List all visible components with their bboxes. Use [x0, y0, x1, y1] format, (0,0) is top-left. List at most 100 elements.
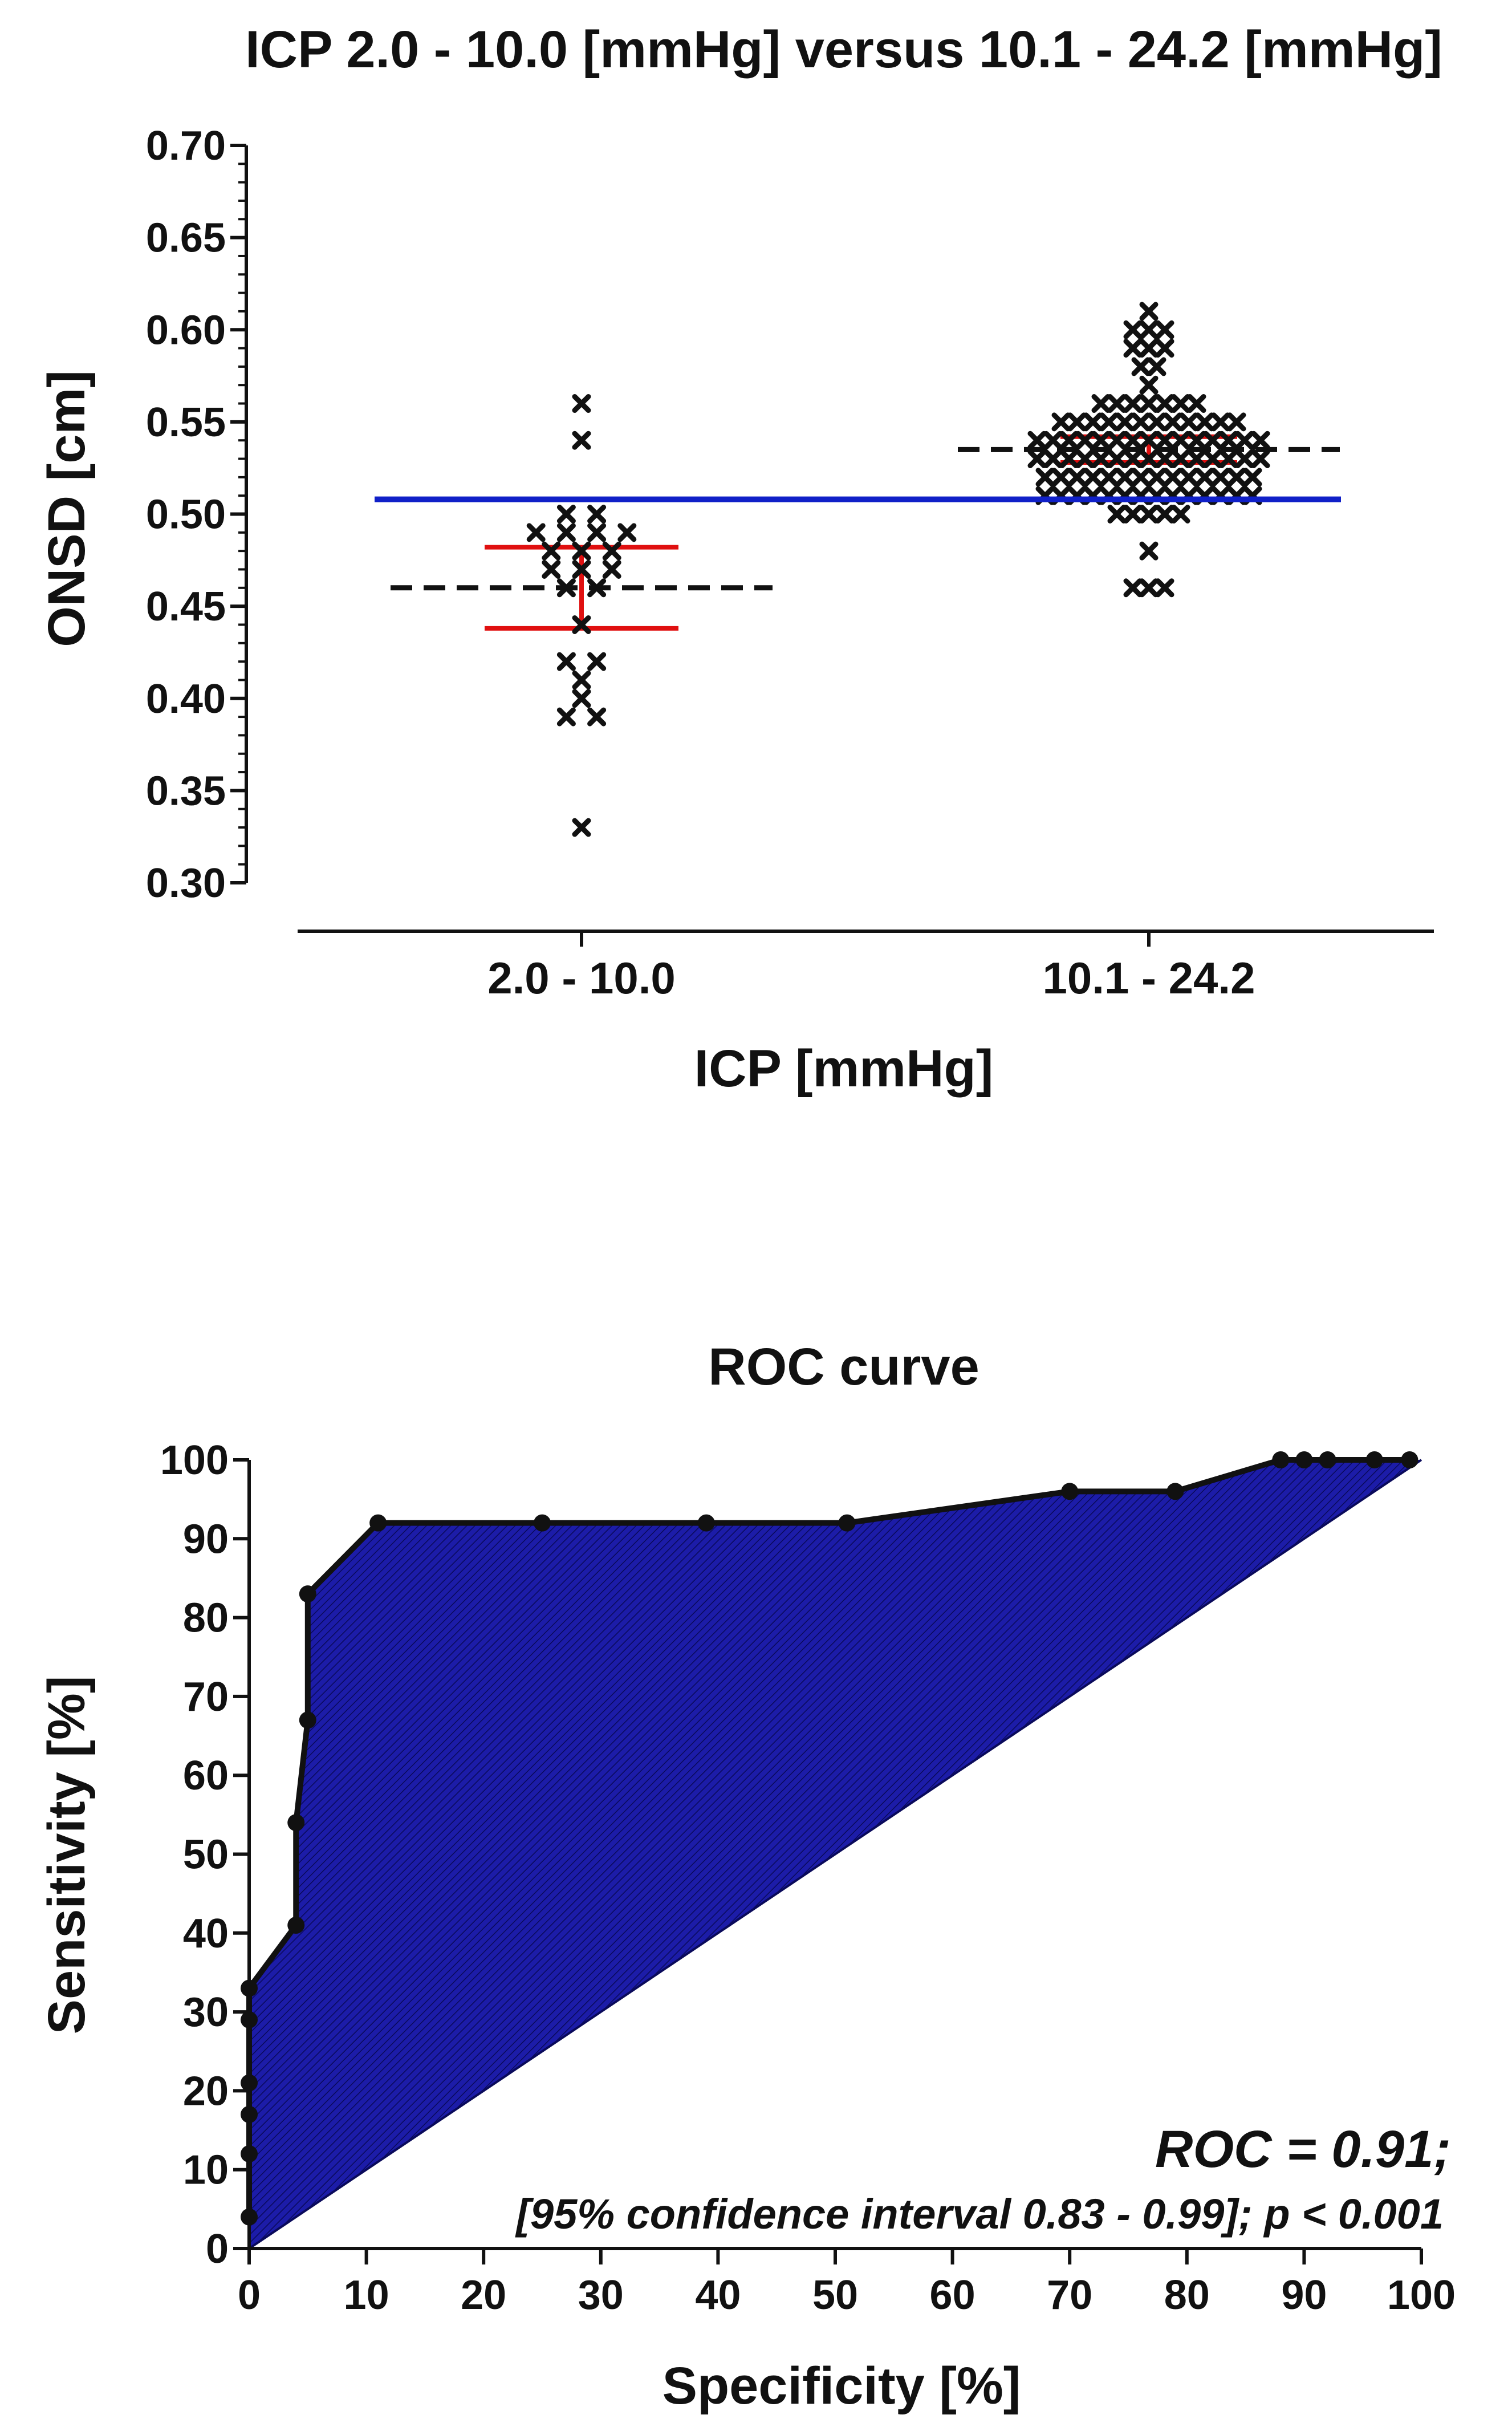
data-point — [1139, 505, 1159, 523]
data-point — [572, 615, 591, 634]
data-point — [1139, 541, 1159, 561]
data-point — [1083, 468, 1103, 487]
roc-point — [1365, 1451, 1383, 1468]
data-point — [1051, 468, 1071, 487]
data-point — [1059, 431, 1079, 450]
data-point — [587, 523, 607, 542]
chart1-y-tick-label: 0.50 — [146, 492, 226, 538]
data-point — [1219, 449, 1238, 469]
chart2-y-axis-label: Sensitivity [%] — [38, 1676, 96, 2035]
data-point — [1123, 505, 1143, 523]
data-point — [1171, 449, 1190, 469]
roc-ci-annotation: [95% confidence interval 0.83 - 0.99]; p… — [515, 2190, 1444, 2238]
data-point — [1107, 394, 1127, 413]
chart1-y-tick-label: 0.60 — [146, 307, 226, 353]
data-point — [1235, 431, 1254, 450]
chart2-y-axis: 0 10 20 30 40 50 60 70 80 90 100 — [160, 1438, 251, 2272]
data-point — [1075, 431, 1095, 450]
roc-point — [1401, 1451, 1418, 1468]
data-point — [1195, 468, 1214, 487]
chart1-category-label: 2.0 - 10.0 — [487, 953, 676, 1003]
data-point — [1139, 578, 1159, 598]
data-point — [602, 559, 621, 579]
data-point — [1107, 431, 1127, 450]
data-point — [1107, 449, 1127, 469]
roc-diagonal — [248, 1459, 1422, 2250]
data-point — [1131, 468, 1151, 487]
chart2-x-tick-label: 70 — [1047, 2272, 1092, 2318]
chart1-y-tick-label: 0.45 — [146, 584, 226, 630]
data-point — [1195, 412, 1214, 432]
data-point — [556, 652, 576, 671]
data-point — [1139, 431, 1159, 450]
roc-point — [1295, 1451, 1313, 1468]
roc-point — [369, 1514, 387, 1532]
data-point — [1123, 320, 1143, 339]
data-point — [1155, 578, 1174, 598]
chart1-y-tick-label: 0.40 — [146, 676, 226, 722]
data-point — [1123, 394, 1143, 413]
data-point — [572, 559, 591, 579]
roc-point — [534, 1514, 551, 1532]
roc-point — [1319, 1451, 1336, 1468]
data-point — [1187, 394, 1206, 413]
data-point — [1187, 431, 1206, 450]
data-point — [1219, 431, 1238, 450]
data-point — [1163, 412, 1182, 432]
chart2-y-tick-label: 70 — [183, 1674, 229, 1720]
data-point — [617, 523, 637, 542]
chart2-x-tick-label: 50 — [812, 2272, 858, 2318]
chart2-x-axis-label: Specificity [%] — [662, 2357, 1021, 2415]
data-point — [1091, 431, 1111, 450]
data-point — [1051, 412, 1071, 432]
data-point — [556, 523, 576, 542]
chart2-x-tick-label: 0 — [238, 2272, 261, 2318]
chart1-y-axis: 0.30 0.35 0.40 0.45 0.50 0.55 0.60 0.65 0.70 — [146, 123, 248, 906]
roc-point — [1272, 1451, 1290, 1468]
chart2-x-tick-label: 80 — [1164, 2272, 1210, 2318]
roc-chart: ROC curve Sensitivity [%] Specificity [%… — [38, 1338, 1456, 2415]
data-point — [1091, 394, 1111, 413]
roc-point — [838, 1514, 856, 1532]
data-point — [1211, 468, 1230, 487]
data-point — [1251, 431, 1270, 450]
data-point — [542, 559, 561, 579]
data-point — [1027, 449, 1047, 469]
data-point — [1155, 394, 1174, 413]
data-point — [1075, 449, 1095, 469]
data-point — [1067, 468, 1087, 487]
data-point — [526, 523, 546, 542]
data-point — [1155, 431, 1174, 450]
data-point — [572, 541, 591, 561]
data-point — [1139, 449, 1159, 469]
roc-point — [287, 1814, 305, 1832]
data-point — [572, 818, 591, 837]
chart1-category-label: 10.1 - 24.2 — [1043, 953, 1255, 1003]
data-point — [1123, 431, 1143, 450]
data-point — [1211, 412, 1230, 432]
chart2-x-tick-label: 10 — [344, 2272, 389, 2318]
data-point — [1139, 339, 1159, 358]
roc-point — [287, 1916, 305, 1934]
data-point — [1059, 449, 1079, 469]
data-point — [1203, 431, 1222, 450]
data-point — [1171, 505, 1190, 523]
chart2-title: ROC curve — [708, 1338, 979, 1396]
data-point — [1035, 468, 1055, 487]
data-point — [1171, 394, 1190, 413]
chart1-title: ICP 2.0 - 10.0 [mmHg] versus 10.1 - 24.2… — [245, 21, 1442, 79]
data-point — [1227, 468, 1246, 487]
chart2-x-tick-label: 60 — [930, 2272, 976, 2318]
data-point — [1235, 449, 1254, 469]
data-point — [572, 670, 591, 689]
chart2-x-tick-label: 90 — [1281, 2272, 1327, 2318]
chart1-points — [526, 302, 1270, 837]
data-point — [1131, 357, 1151, 376]
data-point — [1179, 468, 1198, 487]
data-point — [1123, 339, 1143, 358]
data-point — [1171, 431, 1190, 450]
chart1-y-tick-label: 0.65 — [146, 216, 226, 261]
chart2-y-tick-label: 100 — [160, 1438, 229, 1483]
data-point — [572, 431, 591, 450]
